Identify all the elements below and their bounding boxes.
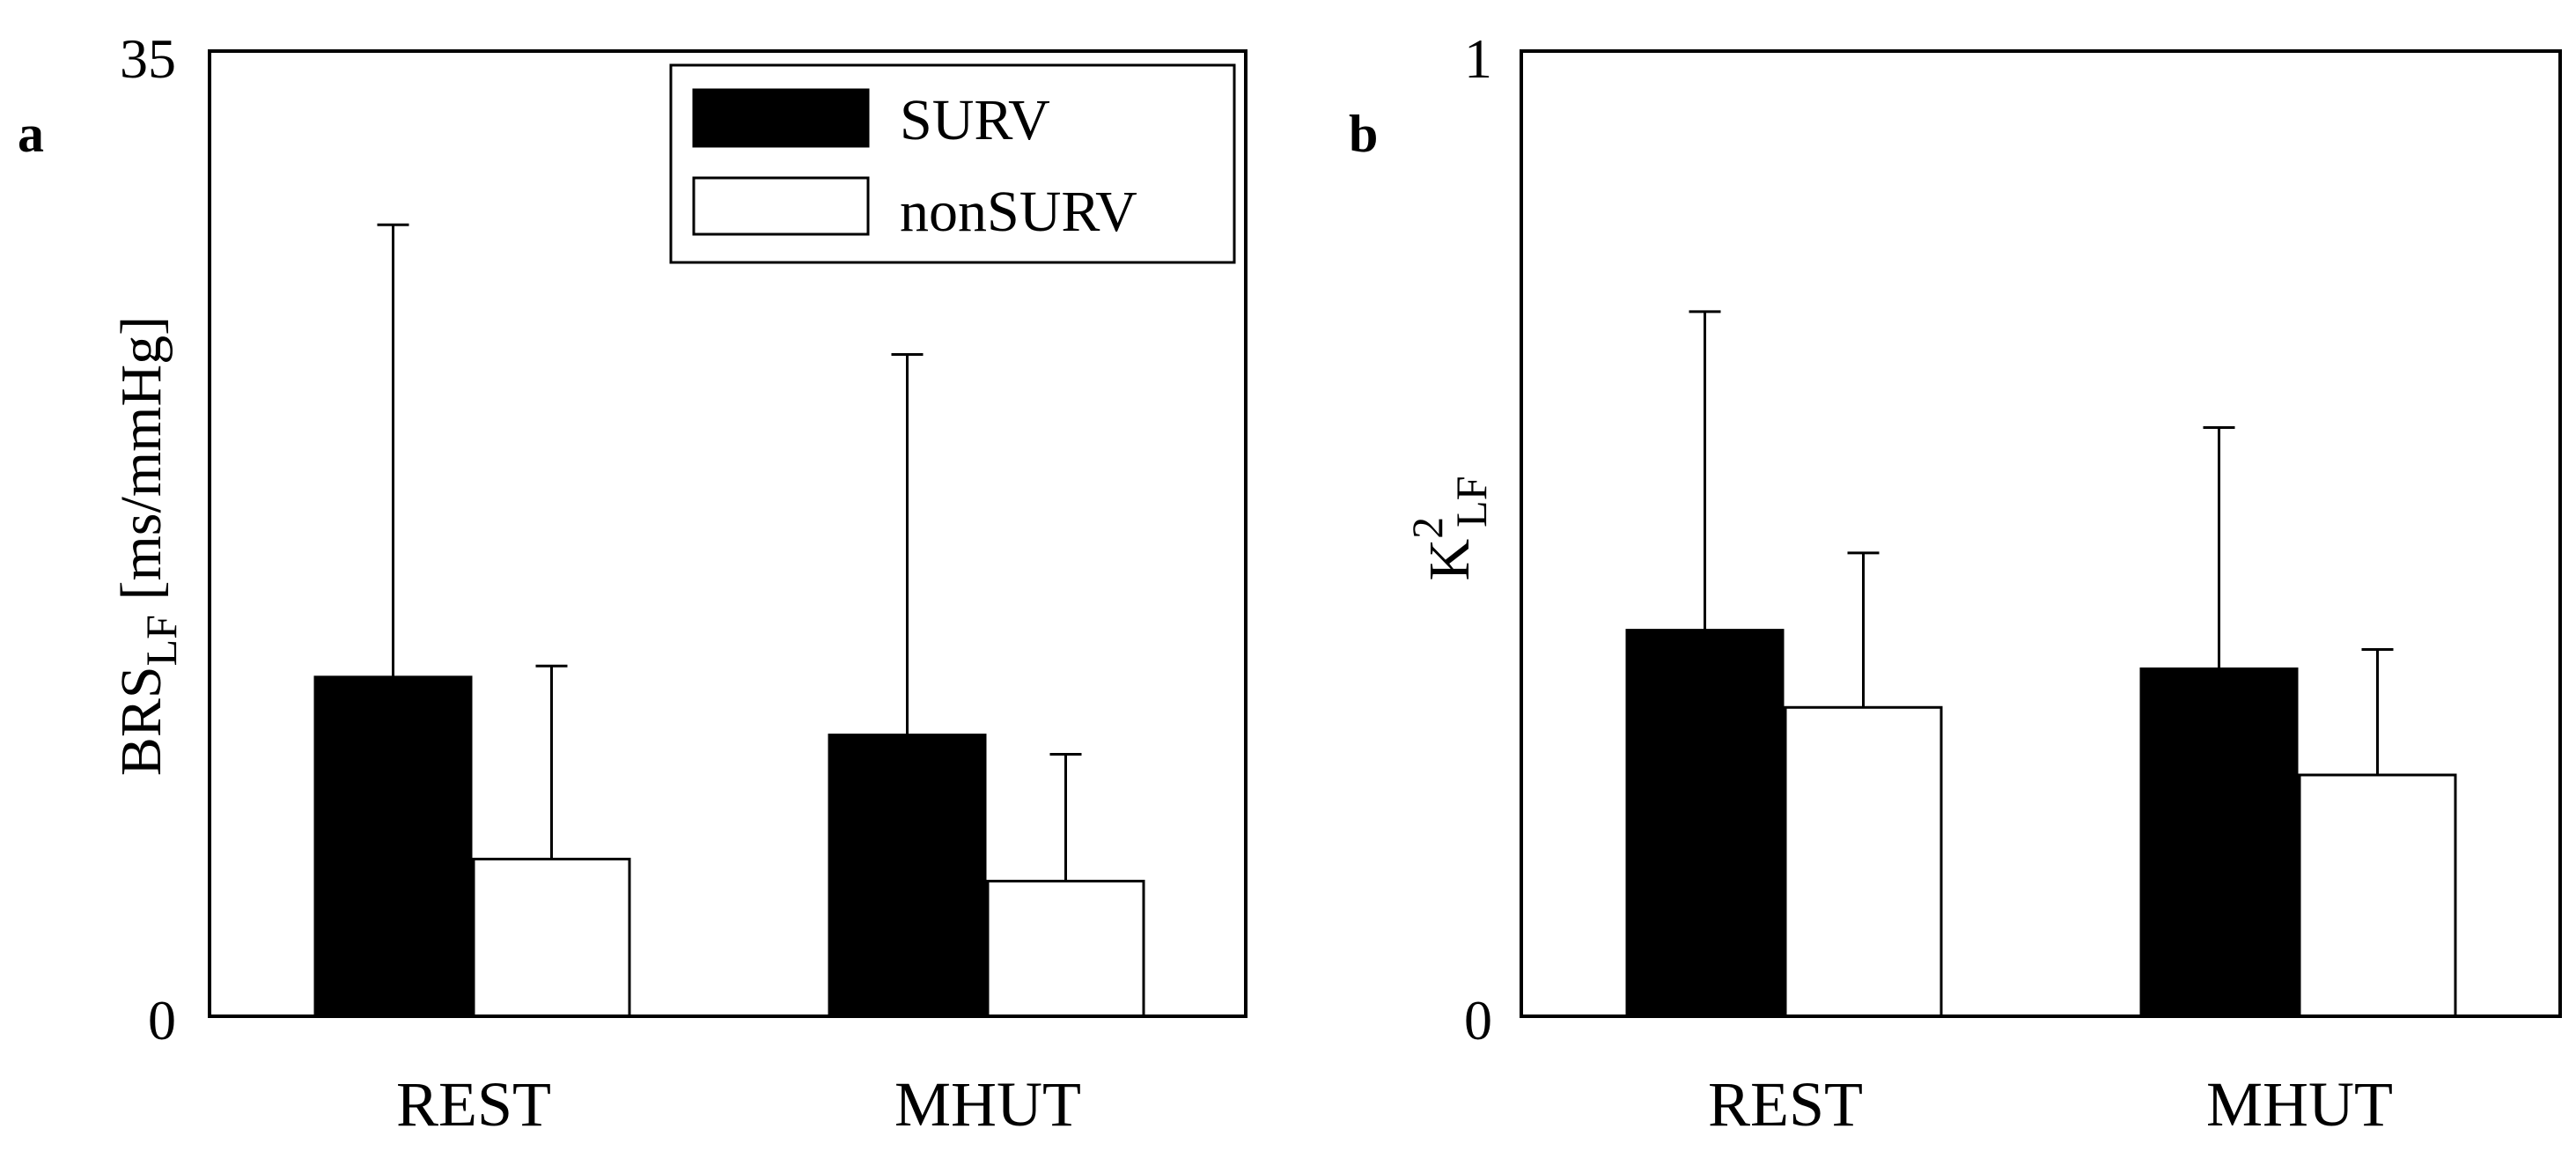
panel-a-ylabel: BRSLF [ms/mmHg] — [109, 316, 186, 776]
legend: SURV nonSURV — [669, 63, 1236, 264]
panel-a-errorbar-nonsurv-rest — [535, 664, 568, 860]
panel-a-ylabel-sub: LF — [136, 615, 186, 666]
panel-b-letter: b — [1349, 105, 1378, 163]
panel-a-ylabel-unit: [ms/mmHg] — [109, 316, 173, 615]
panel-a-errorbar-surv-mhut — [891, 352, 924, 735]
panel-b: b 1 0 K2LF REST MHUT — [1349, 27, 2562, 1140]
panel-b-ytick-top: 1 — [1464, 27, 1492, 90]
legend-swatch-nonsurv — [692, 176, 870, 236]
panel-b-errorbar-nonsurv-mhut — [2361, 648, 2394, 775]
panel-a-xtick-rest: REST — [396, 1069, 551, 1140]
panel-b-xtick-rest: REST — [1708, 1069, 1863, 1140]
panel-a-bar-nonsurv-mhut — [986, 880, 1145, 1018]
panel-b-ylabel-main: K — [1417, 539, 1482, 581]
panel-b-ytick-bottom: 0 — [1464, 989, 1492, 1051]
panel-a-errorbar-surv-rest — [377, 223, 409, 677]
panel-a-bar-surv-mhut — [828, 734, 987, 1018]
panel-a-xtick-mhut: MHUT — [894, 1069, 1081, 1140]
panel-a-bar-surv-rest — [313, 675, 473, 1018]
panel-b-ylabel: K2LF — [1402, 476, 1496, 580]
panel-a-marks — [313, 223, 1145, 1018]
panel-a-ylabel-main: BRS — [109, 666, 173, 776]
panel-a-ytick-top: 35 — [120, 27, 176, 90]
panel-a-ytick-bottom: 0 — [148, 989, 176, 1051]
legend-label-surv: SURV — [900, 88, 1050, 152]
panel-b-bar-nonsurv-mhut — [2298, 773, 2457, 1018]
panel-b-errorbar-surv-mhut — [2203, 425, 2235, 669]
panel-a-frame — [208, 49, 1248, 1018]
panel-a: a 35 0 BRSLF [ms/mmHg] REST MHUT SURV no… — [18, 27, 1248, 1140]
panel-b-ylabel-sup: 2 — [1402, 517, 1452, 539]
panel-b-xtick-mhut: MHUT — [2206, 1069, 2393, 1140]
panel-b-bar-surv-mhut — [2139, 667, 2299, 1018]
panel-a-errorbar-nonsurv-mhut — [1049, 753, 1082, 882]
panel-a-bar-nonsurv-rest — [472, 858, 631, 1018]
panel-b-errorbar-surv-rest — [1689, 310, 1721, 631]
panel-a-letter: a — [18, 105, 44, 163]
panel-b-frame — [1520, 49, 2562, 1018]
panel-b-bar-nonsurv-rest — [1784, 705, 1943, 1018]
panel-b-bar-surv-rest — [1625, 629, 1785, 1018]
panel-b-marks — [1625, 310, 2457, 1018]
legend-label-nonsurv: nonSURV — [900, 180, 1137, 244]
panel-b-ylabel-sub: LF — [1446, 476, 1496, 527]
panel-b-errorbar-nonsurv-rest — [1847, 551, 1880, 708]
legend-swatch-surv — [692, 88, 870, 148]
